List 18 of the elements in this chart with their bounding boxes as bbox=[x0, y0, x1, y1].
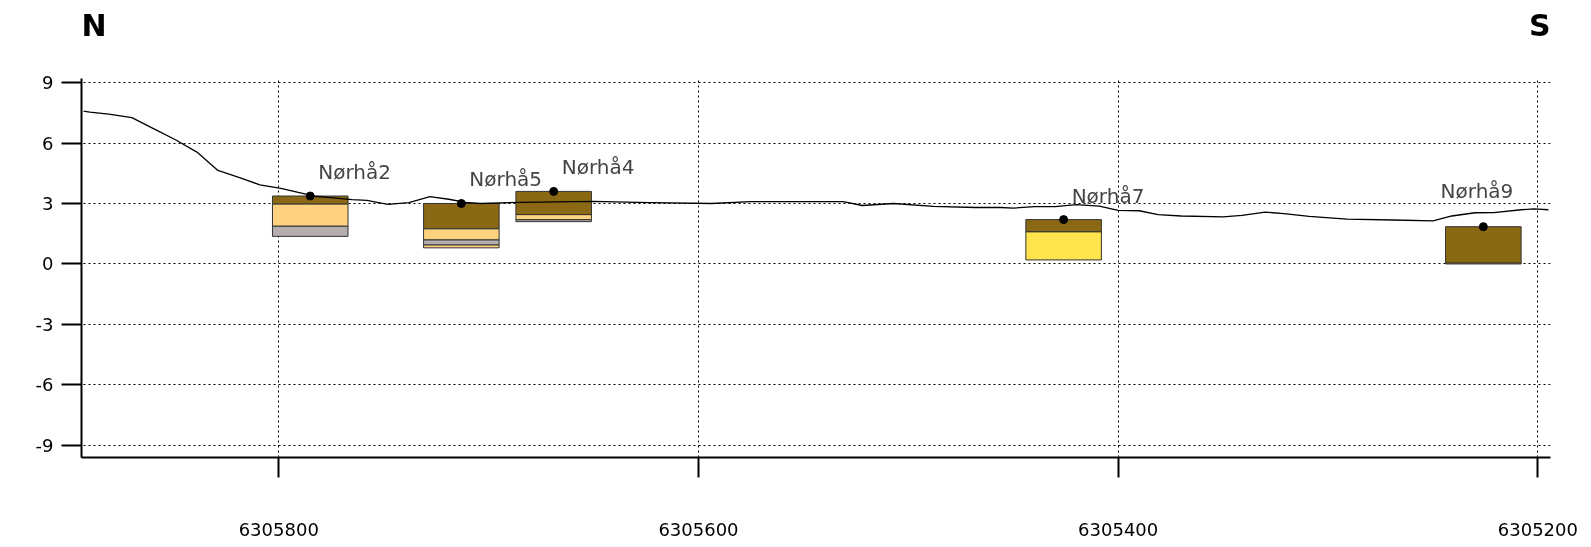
x-tick-label: 6305600 bbox=[658, 518, 739, 540]
y-tick-label: -9 bbox=[35, 434, 54, 456]
x-tick-label: 6305200 bbox=[1497, 518, 1578, 540]
annotation: Nørhå9 bbox=[1440, 178, 1514, 203]
y-tick-label: 3 bbox=[42, 192, 54, 214]
annotation: Nørhå2 bbox=[318, 160, 391, 185]
text: S bbox=[1528, 8, 1551, 43]
y-tick-label: -3 bbox=[35, 313, 54, 335]
y-tick-label: -6 bbox=[35, 374, 54, 396]
y-tick-label: 9 bbox=[42, 72, 54, 94]
x-tick-label: 6305800 bbox=[238, 518, 319, 540]
text: N bbox=[81, 8, 107, 43]
x-tick-label: 6305400 bbox=[1078, 518, 1159, 540]
annotation: Nørhå5 bbox=[469, 167, 543, 192]
y-tick-label: 6 bbox=[42, 132, 54, 154]
annotation: Nørhå7 bbox=[1071, 183, 1145, 208]
y-tick-label: 0 bbox=[42, 253, 54, 275]
annotation: Nørhå4 bbox=[561, 155, 635, 180]
